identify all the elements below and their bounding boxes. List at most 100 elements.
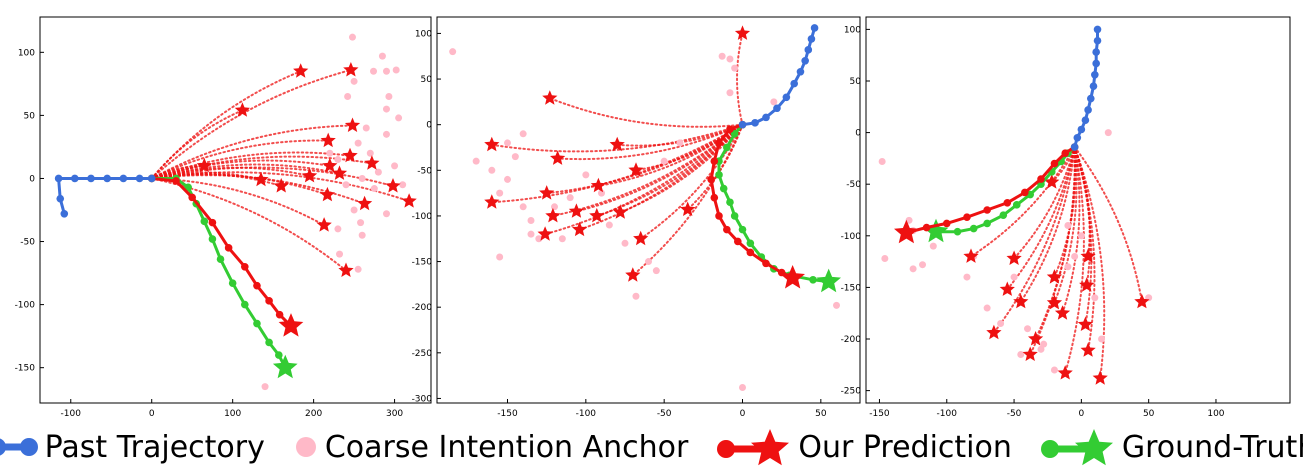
y-tick-label: -100: [841, 232, 862, 242]
legend-anchor-label: Coarse Intention Anchor: [324, 429, 689, 465]
candidate-star: [322, 157, 338, 173]
anchor-point: [382, 67, 390, 75]
past-trajectory-point: [1092, 59, 1100, 68]
anchor-point: [676, 139, 684, 147]
candidate-star: [628, 162, 644, 177]
anchor-point: [358, 174, 366, 182]
y-tick-label: -50: [20, 238, 35, 248]
prediction-line: [151, 177, 293, 328]
y-tick-label: -200: [412, 303, 433, 313]
anchor-point: [919, 261, 927, 269]
y-tick-label: -300: [412, 394, 433, 404]
anchor-point: [378, 52, 386, 60]
y-tick-label: -50: [417, 166, 432, 176]
anchor-point: [833, 301, 840, 309]
prediction-end-star: [278, 313, 304, 337]
candidate-star: [484, 136, 500, 152]
candidate-ray: [150, 139, 330, 180]
candidate-ray: [150, 124, 354, 180]
y-tick-label: -200: [841, 335, 862, 345]
plot-area: [878, 25, 1153, 385]
anchor-point: [334, 156, 342, 164]
candidate-star: [589, 207, 605, 223]
candidate-star: [999, 281, 1015, 296]
ground-truth-point: [723, 143, 731, 152]
past-trajectory-point: [1093, 25, 1102, 34]
prediction-point: [942, 219, 951, 228]
anchor-point: [504, 175, 511, 183]
candidate-ray: [736, 32, 744, 126]
candidate-star: [344, 117, 361, 132]
x-tick-label: 0: [149, 409, 155, 419]
anchor-point: [370, 67, 378, 75]
anchor-point: [399, 181, 407, 189]
y-tick-label: -250: [841, 387, 862, 397]
anchor-point: [391, 162, 399, 170]
x-tick-label: 100: [1207, 409, 1224, 419]
candidate-star: [331, 165, 348, 180]
anchor-point: [504, 139, 511, 147]
y-tick-label: 50: [24, 111, 36, 121]
anchor-point: [350, 206, 358, 214]
candidate-star: [1013, 293, 1029, 309]
axes-frame: [436, 16, 861, 404]
anchor-point: [366, 149, 374, 157]
candidate-star: [1080, 248, 1096, 263]
candidate-ray: [1073, 146, 1106, 380]
anchor-point: [395, 114, 403, 122]
candidate-ray: [578, 123, 744, 231]
plot-area: [449, 24, 841, 391]
anchor-point: [519, 130, 527, 138]
candidate-ray: [150, 151, 352, 180]
x-tick-label: 300: [386, 409, 403, 419]
anchor-point: [336, 250, 344, 258]
candidate-ray: [631, 123, 744, 277]
legend-item-anchor: Coarse Intention Anchor: [293, 430, 688, 465]
ground-truth-point: [969, 224, 978, 233]
past-trajectory-point: [56, 194, 65, 203]
candidate-ray: [969, 146, 1076, 258]
candidate-star: [1046, 269, 1063, 284]
ground-truth-line: [151, 177, 287, 369]
prediction-star-legend-icon: [717, 429, 790, 466]
legend-prediction-label: Our Prediction: [798, 429, 1012, 465]
ground-truth-point: [730, 212, 739, 220]
anchor-point: [1064, 263, 1072, 271]
candidate-star: [401, 193, 417, 208]
prediction-point: [983, 206, 991, 214]
prediction-point: [241, 262, 249, 271]
anchor-point: [632, 292, 640, 300]
y-tick-label: -250: [412, 349, 433, 359]
x-tick-label: -50: [1007, 409, 1022, 419]
candidate-star: [364, 155, 380, 170]
y-tick-label: -100: [15, 301, 36, 311]
anchor-point: [881, 255, 889, 263]
y-tick-label: -150: [412, 258, 433, 268]
candidate-star: [680, 201, 696, 216]
candidate-star: [484, 194, 500, 209]
candidate-ray: [597, 123, 744, 187]
anchor-point: [731, 64, 739, 72]
past-trajectory-point: [810, 24, 819, 32]
ground-truth-point: [953, 227, 962, 236]
anchor-point: [385, 92, 393, 100]
prediction-point: [208, 218, 217, 227]
candidate-ray: [1029, 146, 1076, 356]
x-tick-label: -50: [657, 409, 672, 419]
candidate-star: [1079, 277, 1095, 292]
candidate-star: [537, 226, 553, 241]
anchor-point: [496, 189, 504, 197]
prediction-point: [762, 259, 770, 268]
anchor-point: [374, 168, 382, 176]
anchor-point: [1037, 345, 1045, 353]
anchor-point: [551, 203, 558, 211]
candidate-star: [1092, 370, 1108, 385]
anchor-point: [357, 219, 365, 227]
anchor-point: [261, 383, 269, 391]
anchor-point: [1050, 366, 1058, 374]
past-trajectory-point: [796, 67, 805, 76]
past-trajectory-point: [738, 120, 747, 129]
candidate-ray: [1053, 146, 1078, 304]
y-tick-label: -150: [841, 283, 862, 293]
ground-truth-end-star: [272, 354, 298, 379]
